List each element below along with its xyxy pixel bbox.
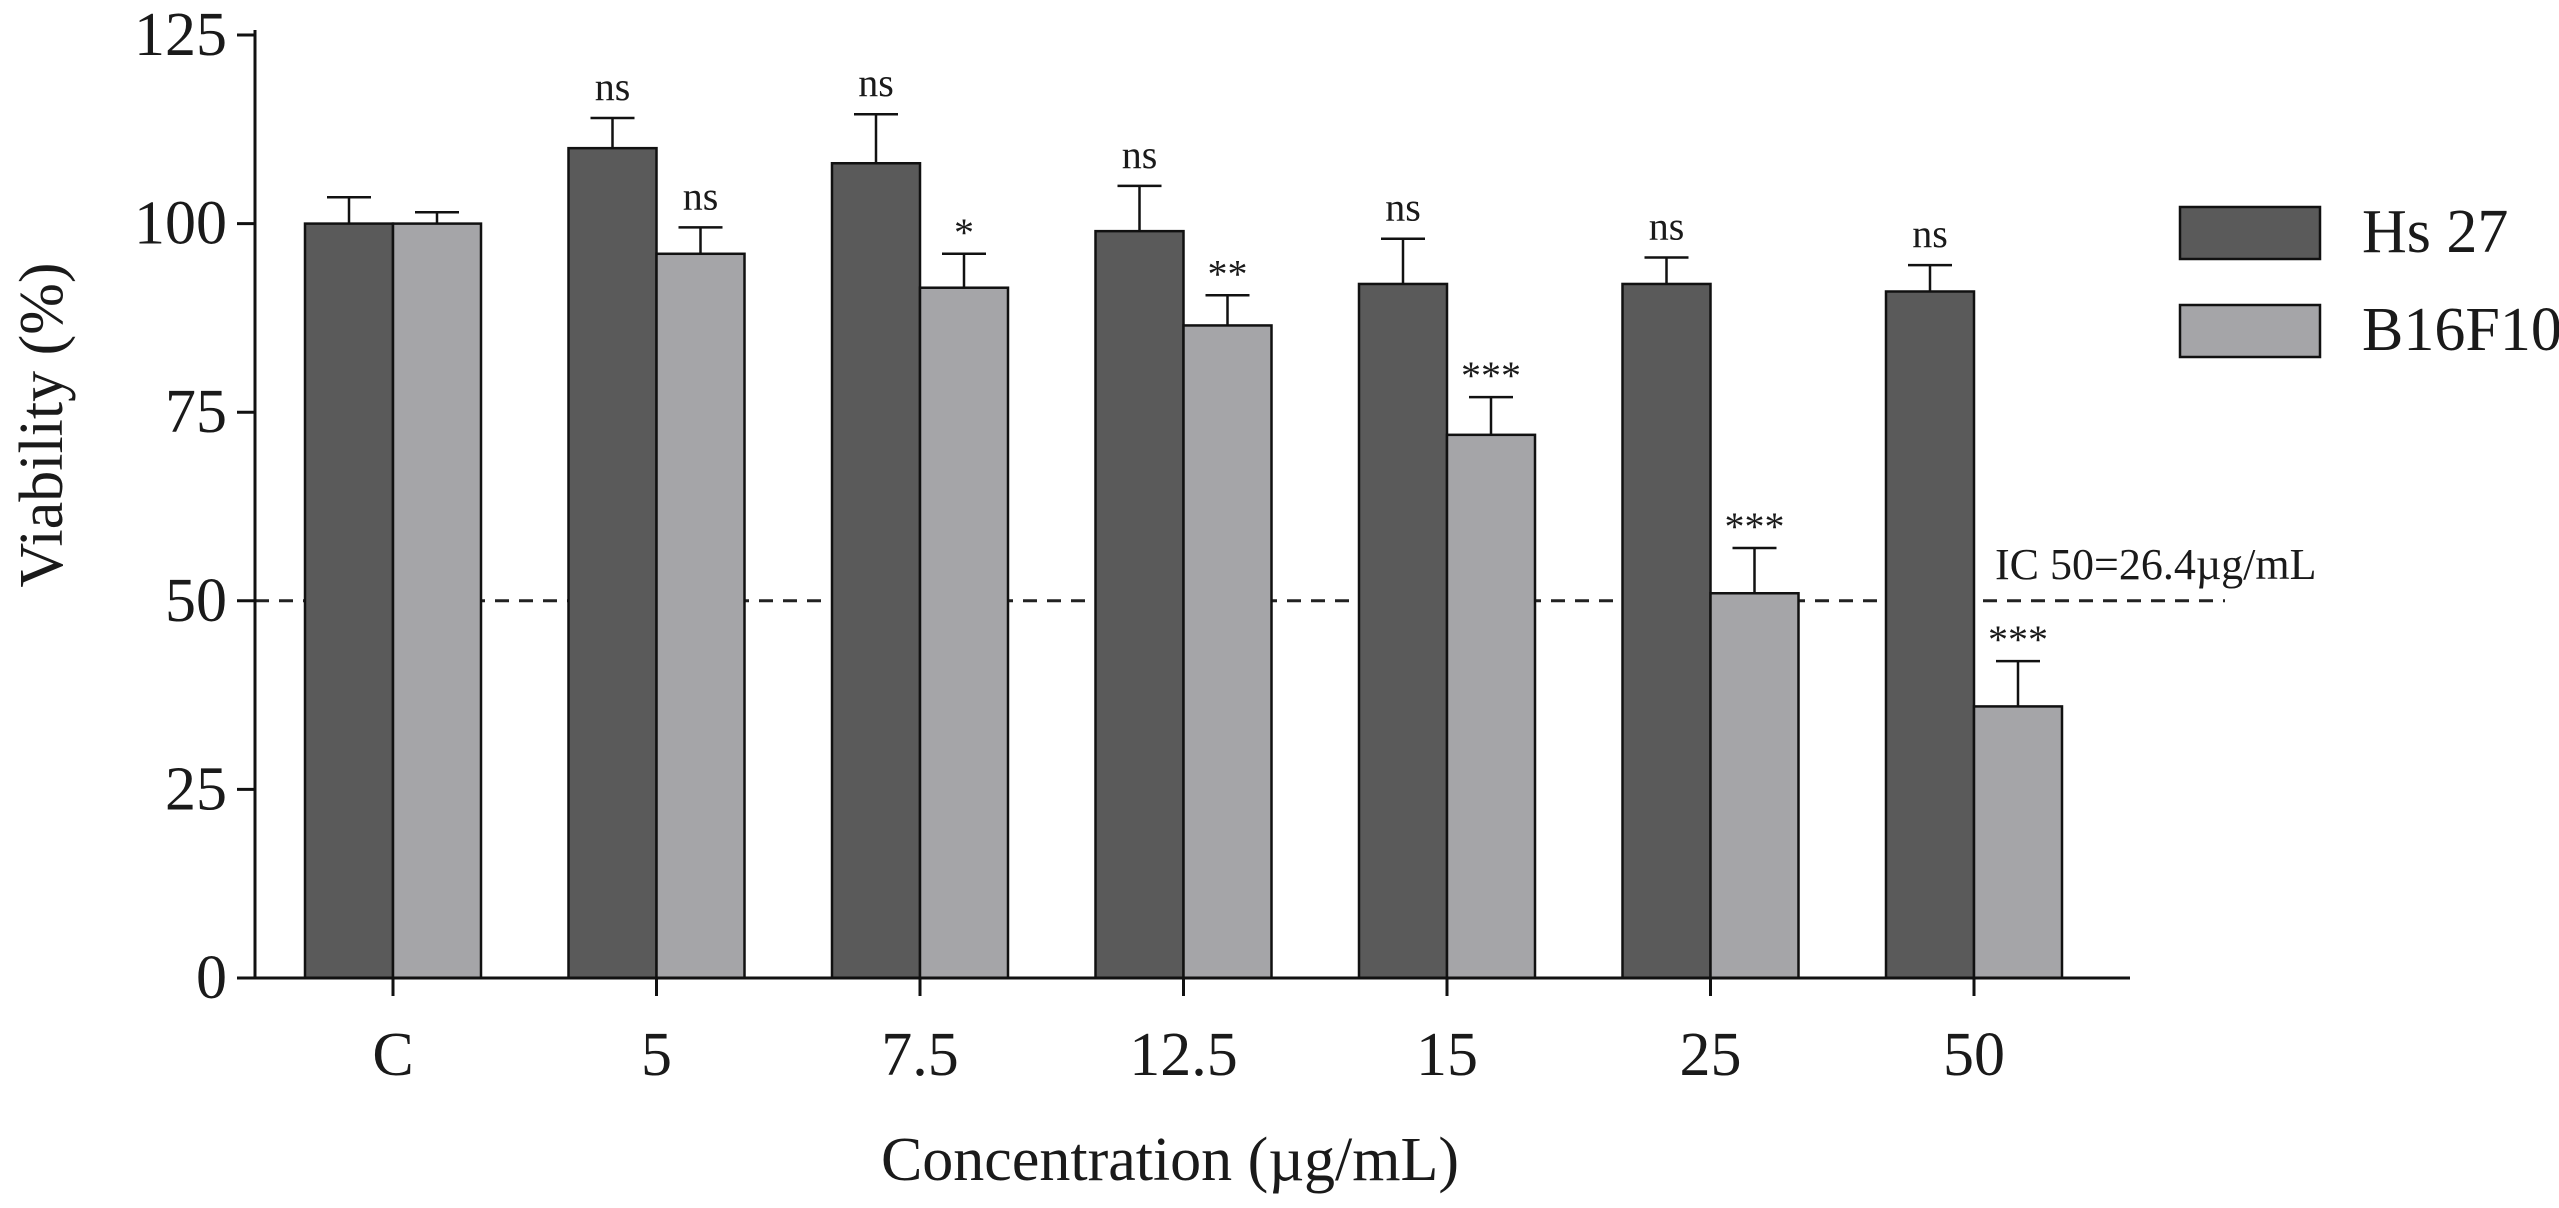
error-bars-group xyxy=(327,112,2040,707)
x-tick-label: 50 xyxy=(1943,1021,2005,1089)
bar-hs27-12.5 xyxy=(1094,229,1185,980)
y-tick-label: 125 xyxy=(134,1,227,69)
significance-label: *** xyxy=(1988,617,2048,662)
axes-group: C 5 7.5 12.5 15 25 50 0 25 50 75 100 125 xyxy=(134,1,2130,1089)
bar-b16f10-15 xyxy=(1445,433,1537,980)
bar-b16f10-5 xyxy=(655,252,746,980)
bar-b16f10-12.5 xyxy=(1182,324,1273,980)
significance-label: * xyxy=(954,210,974,255)
x-tick-label: 25 xyxy=(1680,1021,1742,1089)
bar-b16f10-7.5 xyxy=(918,286,1010,980)
legend-swatch-hs27 xyxy=(2178,205,2322,261)
y-tick-label: 50 xyxy=(165,567,227,635)
significance-label: ns xyxy=(683,173,719,218)
bar-hs27-25 xyxy=(1621,282,1712,980)
legend-label-hs27: Hs 27 xyxy=(2362,198,2508,266)
bar-hs27-15 xyxy=(1357,282,1449,980)
bar-hs27-50 xyxy=(1884,290,1976,980)
bars-group xyxy=(303,146,2064,980)
significance-label: ns xyxy=(595,64,631,109)
y-tick-label: 100 xyxy=(134,190,227,258)
significance-label: ns xyxy=(1385,185,1421,230)
bar-b16f10-C xyxy=(391,222,483,980)
bar-b16f10-25 xyxy=(1709,592,1800,980)
bar-b16f10-50 xyxy=(1972,705,2064,980)
legend-label-b16f10: B16F10 xyxy=(2362,296,2559,364)
significance-label: ns xyxy=(1649,204,1685,249)
x-tick-label: 12.5 xyxy=(1129,1021,1238,1089)
y-tick-label: 75 xyxy=(165,378,227,446)
legend-swatch-b16f10 xyxy=(2178,303,2322,359)
y-tick-label: 0 xyxy=(196,944,227,1012)
x-axis-label: Concentration (µg/mL) xyxy=(881,1126,1459,1194)
bar-hs27-7.5 xyxy=(830,161,922,980)
x-tick-label: C xyxy=(372,1021,413,1089)
x-tick-label: 7.5 xyxy=(881,1021,959,1089)
significance-label: ns xyxy=(858,60,894,105)
ic50-annotation: IC 50=26.4µg/mL xyxy=(1995,540,2317,589)
bar-hs27-C xyxy=(303,222,395,980)
legend: Hs 27 B16F10 xyxy=(2178,198,2559,364)
x-tick-label: 5 xyxy=(641,1021,672,1089)
significance-labels-group: ns ns ns * ns ** ns *** ns *** ns *** xyxy=(595,60,2048,662)
significance-label: *** xyxy=(1461,353,1521,398)
significance-label: *** xyxy=(1725,504,1785,549)
x-tick-label: 15 xyxy=(1416,1021,1478,1089)
bar-hs27-5 xyxy=(567,146,658,980)
significance-label: ns xyxy=(1912,211,1948,256)
significance-label: ** xyxy=(1208,251,1248,296)
reference-line-group: IC 50=26.4µg/mL xyxy=(255,540,2317,603)
y-tick-label: 25 xyxy=(165,755,227,823)
y-axis-label: Viability (%) xyxy=(8,262,76,587)
significance-label: ns xyxy=(1122,132,1158,177)
